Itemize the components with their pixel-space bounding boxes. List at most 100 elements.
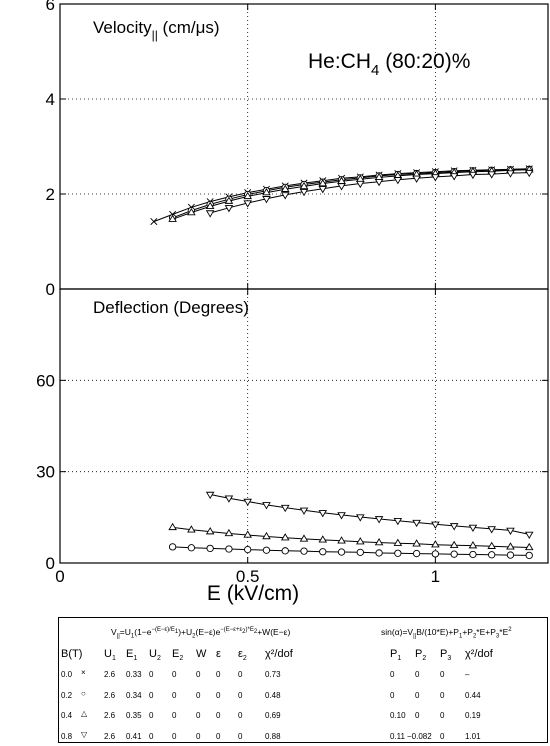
velocity-point-0.4 (280, 184, 290, 192)
fit-parameter-table: V||=U1(1−e−(E−ε)/E1)+U2(E−ε)e−(E−ε+ε2)*E… (58, 617, 548, 743)
velocity-panel-title: Velocity|| (cm/μs) (93, 18, 220, 42)
deflection-ytick-label: 30 (36, 463, 55, 482)
row-right-value: 0.11 (390, 732, 405, 741)
right-header-1: P2 (415, 648, 427, 663)
row-left-value: 0 (216, 711, 221, 720)
left-header-6: ε (216, 648, 221, 660)
deflection-point-0.2 (262, 546, 271, 554)
deflection-point-0.8 (412, 519, 421, 528)
velocity-point-0.8 (506, 170, 515, 178)
deflection-point-0.4 (205, 527, 215, 535)
deflection-point-0.2 (431, 550, 440, 558)
velocity-point-0.8 (468, 171, 478, 180)
row-left-value: 2.6 (104, 670, 116, 679)
row-left-value: 0 (172, 691, 177, 700)
left-header-7: ε2 (238, 648, 247, 663)
velocity-point-0.0 (150, 218, 158, 226)
velocity-point-0.8 (262, 196, 271, 204)
deflection-fit-formula: sin(α)=V||B/(10*E)+P1+P2*E+P3*E2 (381, 627, 512, 640)
deflection-point-0.8 (318, 510, 328, 518)
x-axis-label: E (kV/cm) (207, 582, 299, 605)
row-marker: ▽ (81, 730, 88, 739)
deflection-point-0.4 (280, 533, 290, 541)
row-left-value: 0 (196, 732, 201, 741)
velocity-point-0.8 (449, 173, 459, 181)
row-marker: ○ (81, 689, 86, 698)
row-left-value: 0 (172, 711, 177, 720)
row-b-value: 0.2 (61, 691, 73, 700)
velocity-point-0.8 (205, 210, 215, 218)
row-b-value: 0.0 (61, 670, 73, 679)
row-right-value: 0.19 (465, 711, 481, 720)
velocity-point-0.8 (299, 188, 309, 197)
velocity-ytick-label: 0 (46, 280, 55, 299)
velocity-point-0.4 (224, 196, 234, 204)
deflection-point-0.2 (469, 550, 477, 559)
velocity-point-0.4 (168, 214, 177, 222)
row-left-value: 0 (196, 670, 201, 679)
velocity-point-0.8 (318, 186, 328, 194)
row-left-value: 0.88 (265, 732, 281, 741)
row-right-value: 0 (440, 711, 445, 720)
deflection-point-0.4 (243, 530, 252, 538)
deflection-point-0.2 (187, 544, 196, 552)
velocity-point-0.8 (243, 200, 252, 208)
row-right-value: 0 (440, 691, 445, 700)
deflection-xtick-label: 0.5 (236, 567, 260, 586)
deflection-point-0.4 (187, 525, 196, 533)
row-marker: × (81, 668, 86, 677)
deflection-frame (59, 288, 549, 564)
deflection-point-0.2 (356, 548, 364, 556)
velocity-panel: 0 2 4 6 (46, 0, 549, 299)
row-left-value: 0 (172, 670, 177, 679)
deflection-fit-curve-0.4 (172, 526, 530, 548)
row-left-value: 0 (149, 711, 154, 720)
row-left-value: 0 (238, 670, 243, 679)
deflection-point-0.4 (468, 541, 478, 549)
deflection-point-0.4 (506, 542, 515, 550)
deflection-point-0.2 (206, 544, 214, 553)
velocity-point-0.8 (280, 192, 290, 200)
row-left-value: 0 (172, 732, 177, 741)
row-left-value: 0 (149, 670, 154, 679)
velocity-point-0.4 (205, 201, 215, 210)
deflection-point-0.2 (412, 549, 421, 558)
deflection-point-0.4 (524, 542, 534, 551)
deflection-point-0.4 (374, 538, 384, 546)
velocity-point-0.4 (262, 187, 271, 196)
row-left-value: 0 (149, 732, 154, 741)
right-header-0: P1 (390, 648, 402, 663)
deflection-point-0.4 (224, 528, 234, 537)
deflection-point-0.2 (300, 547, 308, 555)
deflection-point-0.8 (280, 504, 290, 513)
deflection-point-0.8 (374, 516, 384, 524)
velocity-frame (59, 3, 549, 290)
deflection-point-0.4 (431, 540, 440, 548)
row-right-value: 0 (440, 670, 445, 679)
deflection-point-0.4 (168, 522, 177, 531)
row-left-value: 0 (238, 711, 243, 720)
right-header-3: χ²/dof (465, 648, 493, 660)
velocity-point-0.8 (524, 169, 534, 178)
row-right-value: – (465, 670, 470, 679)
velocity-point-0.8 (374, 178, 384, 187)
deflection-point-0.8 (224, 495, 234, 503)
deflection-panel-title: Deflection (Degrees) (93, 298, 249, 317)
deflection-fit-curve-0.8 (210, 494, 530, 535)
row-left-value: 0 (216, 670, 221, 679)
row-left-value: 0.33 (126, 670, 142, 679)
row-right-value: 0.10 (390, 711, 406, 720)
velocity-point-0.4 (318, 178, 328, 187)
deflection-point-0.8 (337, 512, 346, 520)
deflection-point-0.8 (431, 521, 440, 529)
deflection-ytick-label: 60 (36, 371, 55, 390)
row-right-value: 0 (390, 670, 395, 679)
row-right-value: 0 (415, 711, 420, 720)
deflection-point-0.4 (262, 531, 271, 540)
deflection-point-0.8 (205, 491, 215, 500)
row-left-value: 0 (216, 691, 221, 700)
velocity-ytick-label: 2 (46, 185, 55, 204)
row-right-value: 0 (415, 670, 420, 679)
deflection-panel: 0 30 60 0 0.5 1 (36, 288, 549, 586)
deflection-point-0.2 (168, 543, 177, 551)
